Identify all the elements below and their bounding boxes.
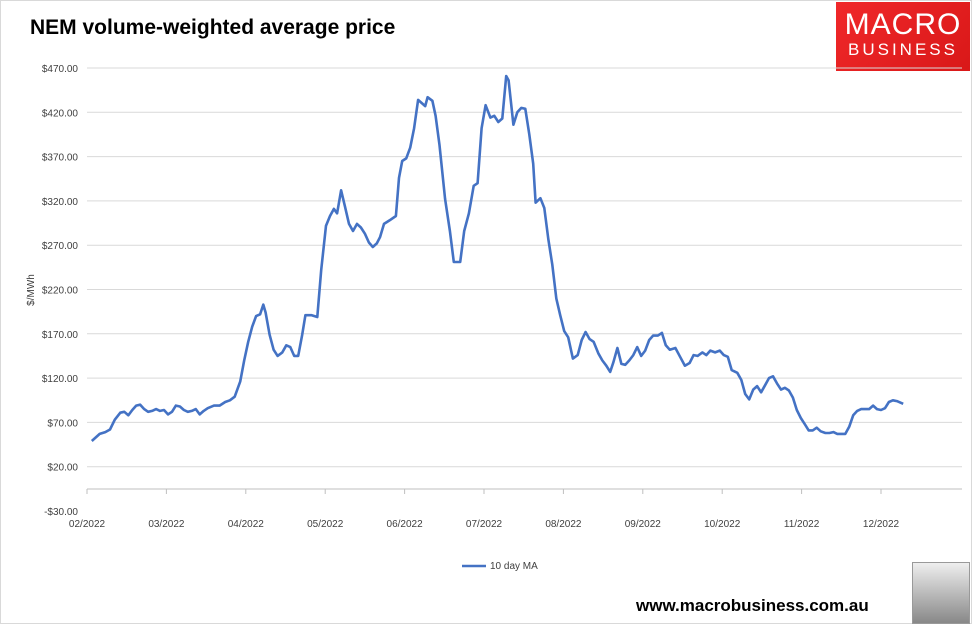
macro-business-logo: MACRO BUSINESS	[836, 2, 970, 71]
y-tick-label: $420.00	[42, 108, 79, 119]
y-tick-label: $170.00	[42, 330, 79, 341]
y-tick-label: $120.00	[42, 374, 79, 385]
x-tick-label: 05/2022	[307, 519, 344, 530]
fox-logo-image	[912, 562, 970, 624]
x-tick-label: 12/2022	[863, 519, 900, 530]
y-axis-label: $/MWh	[26, 274, 37, 306]
x-tick-label: 06/2022	[387, 519, 424, 530]
x-tick-label: 02/2022	[69, 519, 106, 530]
y-tick-label: $220.00	[42, 286, 79, 297]
logo-line1: MACRO	[844, 8, 962, 41]
y-tick-label: $270.00	[42, 241, 79, 252]
y-tick-label: $20.00	[47, 463, 78, 474]
y-tick-label: $320.00	[42, 197, 79, 208]
y-tick-label: $470.00	[42, 64, 79, 75]
x-tick-label: 04/2022	[228, 519, 265, 530]
logo-line2: BUSINESS	[848, 40, 958, 59]
y-tick-label: -$30.00	[44, 507, 78, 518]
series-line-10-day-ma	[90, 74, 904, 442]
legend-label: 10 day MA	[490, 561, 538, 572]
x-tick-label: 11/2022	[784, 519, 820, 530]
chart-title: NEM volume-weighted average price	[30, 16, 396, 39]
x-tick-label: 07/2022	[466, 519, 503, 530]
x-tick-label: 09/2022	[625, 519, 662, 530]
website-url: www.macrobusiness.com.au	[636, 596, 869, 615]
y-tick-label: $370.00	[42, 153, 79, 164]
y-tick-label: $70.00	[47, 418, 78, 429]
x-tick-label: 03/2022	[148, 519, 185, 530]
x-tick-label: 10/2022	[704, 519, 741, 530]
x-tick-label: 08/2022	[545, 519, 582, 530]
